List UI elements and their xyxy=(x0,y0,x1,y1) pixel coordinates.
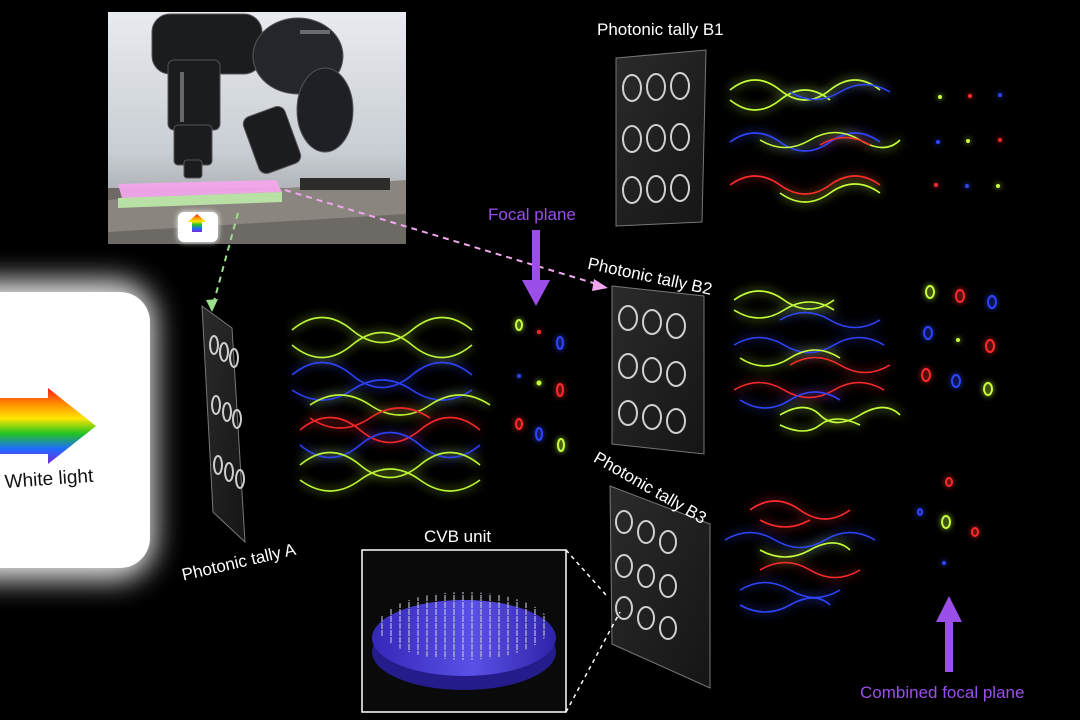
spectrum-arrow-icon xyxy=(188,214,206,232)
focal-spots-b3 xyxy=(917,477,979,565)
focal-spots-b1 xyxy=(934,93,1002,188)
white-light-source xyxy=(0,280,155,580)
cvb-unit-inset xyxy=(361,549,621,713)
cvb-unit-label: CVB unit xyxy=(424,527,492,546)
focal-plane-arrow xyxy=(522,230,550,306)
combined-focal-plane-label: Combined focal plane xyxy=(860,683,1025,702)
rainbow-arrow-icon xyxy=(0,388,96,464)
tally-b1-label: Photonic tally B1 xyxy=(597,20,724,39)
waves-group-b1 xyxy=(729,79,901,203)
combined-focal-plane-arrow xyxy=(936,596,962,672)
microscope-photo xyxy=(108,12,406,244)
focal-plane-label: Focal plane xyxy=(488,205,576,224)
photonic-tally-b3 xyxy=(609,485,711,689)
photonic-tally-a xyxy=(201,304,246,544)
focal-spots-a xyxy=(515,319,565,452)
dashed-connector-pink-head xyxy=(592,279,608,291)
photonic-tally-b1 xyxy=(615,49,707,227)
waves-group-b3 xyxy=(724,500,876,613)
waves-group-a xyxy=(291,316,491,492)
waves-group-b2 xyxy=(733,290,901,432)
photonic-tally-b2 xyxy=(611,285,705,455)
dashed-connector-green-head xyxy=(206,299,218,312)
focal-spots-b2 xyxy=(921,285,997,396)
dashed-connector-green xyxy=(212,212,239,306)
